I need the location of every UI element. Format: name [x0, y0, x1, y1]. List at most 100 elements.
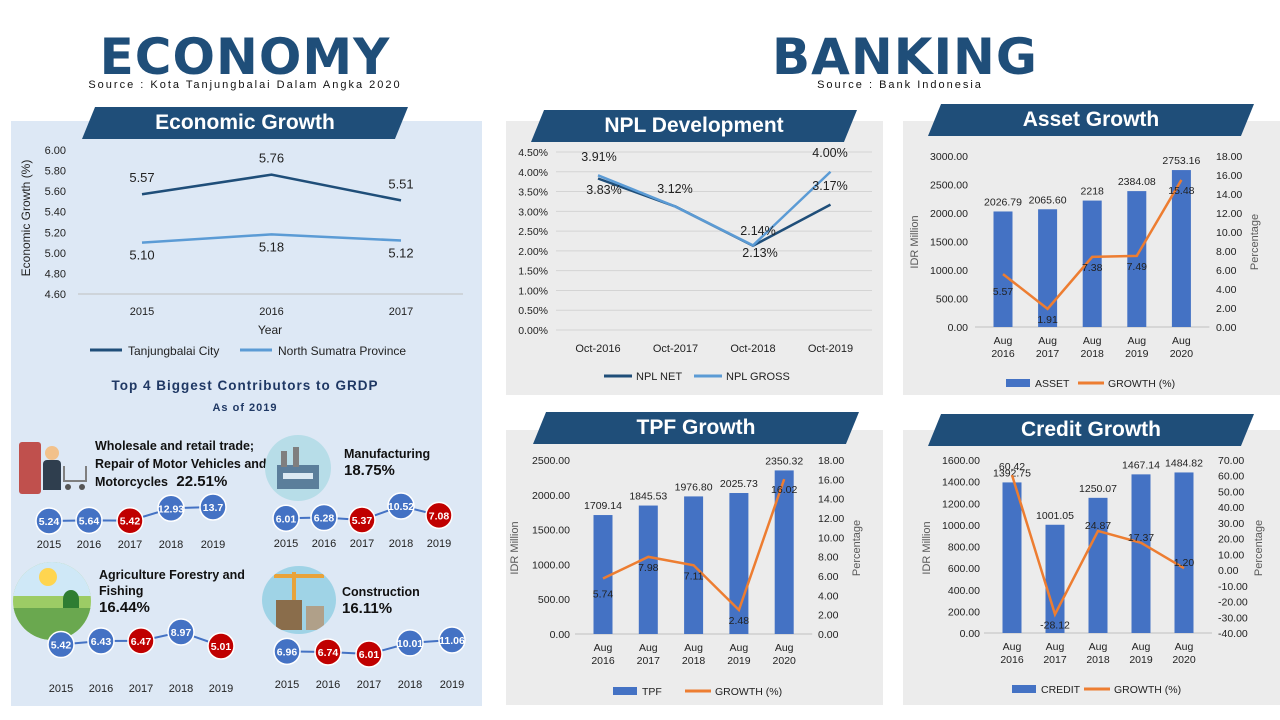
npl-ytick: 0.50% [518, 305, 548, 317]
sector-value-bubble [127, 627, 155, 655]
npl-ytick: 3.00% [518, 206, 548, 218]
credit-ytick: 1200.00 [942, 498, 980, 510]
asset-bar [1171, 170, 1191, 327]
econ-legend-label: North Sumatra Province [278, 344, 406, 358]
econ-ytick: 4.80 [45, 268, 66, 280]
credit-y2tick: -40.00 [1218, 628, 1248, 640]
credit-xtick: Aug [1089, 641, 1108, 653]
credit-bar [1131, 474, 1151, 633]
sector-year-label: 2017 [129, 683, 153, 695]
asset-ytick: 500.00 [936, 294, 968, 306]
asset-y2tick: 8.00 [1216, 246, 1237, 258]
sector-construction-name: Construction [342, 585, 420, 599]
econ-data-label: 5.18 [259, 239, 284, 254]
tpf-y2tick: 0.00 [818, 629, 839, 641]
credit-y2tick: -20.00 [1218, 597, 1248, 609]
sector-year-label: 2018 [169, 683, 193, 695]
asset-xtick: Aug [994, 335, 1013, 347]
sector-value-label: 12.93 [158, 503, 184, 515]
sector-value-label: 6.47 [131, 636, 152, 648]
contributors-title: Top 4 Biggest Contributors to GRDP [111, 378, 379, 393]
asset-bar-label: 2065.60 [1029, 194, 1067, 206]
sector-year-label: 2018 [398, 679, 422, 691]
asset-xtick: 2016 [991, 348, 1015, 360]
credit-bar-label: 1484.82 [1165, 457, 1203, 469]
npl-legend-label: NPL GROSS [726, 371, 790, 383]
tpf-bar-label: 1845.53 [629, 491, 667, 503]
credit-xtick: Aug [1003, 641, 1022, 653]
asset-bar-label: 2218 [1081, 186, 1105, 198]
credit-bar [1002, 482, 1022, 633]
sector-value-label: 7.08 [429, 510, 450, 522]
sector-value-bubble [87, 627, 115, 655]
tpf-growth-label: 7.98 [638, 562, 659, 574]
sector-value-bubble [314, 638, 342, 666]
credit-legend-label: CREDIT [1041, 684, 1081, 696]
sector-value-label: 5.64 [79, 515, 100, 527]
asset-y2label: Percentage [1249, 214, 1261, 270]
tpf-ytick: 1000.00 [532, 559, 570, 571]
asset-bar [993, 211, 1013, 327]
credit-y2tick: 70.00 [1218, 455, 1244, 467]
npl-ytick: 1.00% [518, 285, 548, 297]
npl-banner: NPL Development [531, 110, 857, 142]
sector-construction-pct: 16.11% [342, 600, 393, 617]
tpf-bar-label: 2350.32 [765, 455, 803, 467]
tpf-growth-label: 7.11 [684, 570, 704, 582]
tpf-bar-label: 1709.14 [584, 500, 622, 512]
sector-year-label: 2015 [37, 539, 61, 551]
tpf-ylabel: IDR Million [509, 521, 521, 574]
asset-xtick: Aug [1038, 335, 1057, 347]
asset-xtick: Aug [1083, 335, 1102, 347]
sector-value-bubble [75, 506, 103, 535]
econ-series-line [141, 173, 402, 202]
npl-ytick: 2.00% [518, 246, 548, 258]
factory-icon [265, 435, 331, 501]
tpf-xtick: 2016 [591, 655, 615, 667]
tpf-xtick: 2020 [773, 655, 797, 667]
asset-y2tick: 10.00 [1216, 227, 1242, 239]
tpf-y2tick: 6.00 [818, 571, 839, 583]
credit-y2label: Percentage [1253, 520, 1265, 576]
npl-data-label: 3.17% [812, 179, 847, 193]
credit-bar [1088, 497, 1108, 633]
sector-value-label: 6.96 [277, 646, 298, 658]
sector-value-label: 5.42 [120, 516, 141, 528]
sector-value-label: 11.06 [439, 635, 465, 647]
econ-ytick: 5.00 [45, 248, 66, 260]
npl-ytick: 4.00% [518, 167, 548, 179]
credit-y2tick: 20.00 [1218, 534, 1244, 546]
credit-bar [1174, 472, 1194, 633]
credit-xtick: 2017 [1043, 654, 1067, 666]
econ-ytick: 5.40 [45, 207, 66, 219]
tpf-xtick: Aug [639, 642, 658, 654]
econ-series-line [141, 233, 402, 244]
sector-agriculture: Agriculture Forestry and Fishing 16.44% [99, 567, 259, 616]
econ-data-label: 5.10 [129, 248, 154, 263]
asset-growth-label: 5.57 [993, 286, 1014, 298]
credit-ytick: 800.00 [948, 542, 980, 554]
sector-value-bubble [199, 493, 227, 521]
sector-value-bubble [116, 506, 144, 535]
credit-y2tick: 60.00 [1218, 471, 1244, 483]
credit-xtick: 2016 [1000, 654, 1024, 666]
tpf-legend-swatch [613, 687, 637, 695]
sector-trade-name: Wholesale and retail trade; Repair of Mo… [95, 439, 267, 489]
sector-value-label: 6.01 [359, 649, 380, 661]
econ-xtick: 2017 [389, 306, 413, 318]
sector-year-label: 2019 [209, 683, 233, 695]
tpf-growth-label: 2.48 [729, 615, 750, 627]
tpf-ytick: 0.00 [550, 629, 571, 641]
asset-ytick: 1000.00 [930, 265, 968, 277]
npl-xtick: Oct-2017 [653, 343, 698, 355]
econ-data-label: 5.51 [388, 176, 413, 191]
sector-year-label: 2016 [316, 679, 340, 691]
sector-year-label: 2016 [89, 683, 113, 695]
tpf-y2tick: 2.00 [818, 610, 839, 622]
npl-ytick: 4.50% [518, 147, 548, 159]
tpf-xtick: Aug [775, 642, 794, 654]
sector-trade-pct: 22.51% [176, 473, 228, 490]
tpf-y2tick: 18.00 [818, 455, 844, 467]
asset-banner: Asset Growth [928, 104, 1254, 136]
